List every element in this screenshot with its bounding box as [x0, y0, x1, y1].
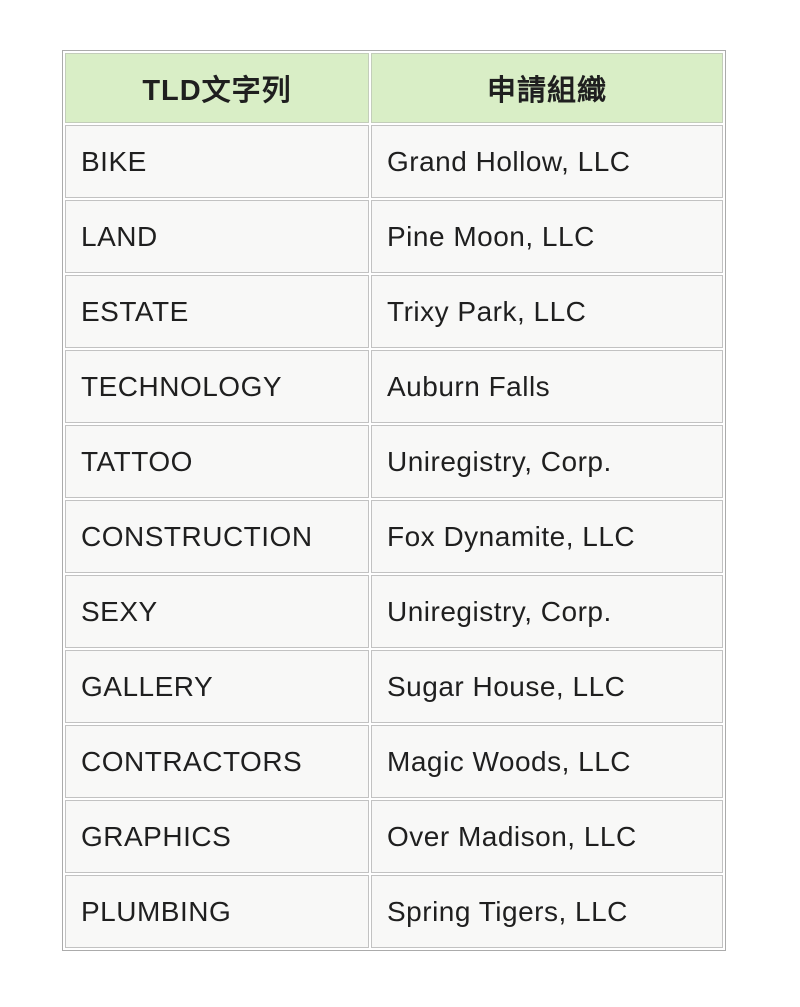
table-row: BIKE Grand Hollow, LLC [65, 125, 723, 198]
tld-cell: GRAPHICS [65, 800, 369, 873]
column-header-org: 申請組織 [371, 53, 723, 123]
header-row: TLD文字列 申請組織 [65, 53, 723, 123]
column-header-tld: TLD文字列 [65, 53, 369, 123]
tld-cell: CONSTRUCTION [65, 500, 369, 573]
table-row: TECHNOLOGY Auburn Falls [65, 350, 723, 423]
tld-cell: CONTRACTORS [65, 725, 369, 798]
table-row: SEXY Uniregistry, Corp. [65, 575, 723, 648]
org-cell: Grand Hollow, LLC [371, 125, 723, 198]
org-cell: Magic Woods, LLC [371, 725, 723, 798]
tld-cell: LAND [65, 200, 369, 273]
table-row: CONSTRUCTION Fox Dynamite, LLC [65, 500, 723, 573]
table-row: GALLERY Sugar House, LLC [65, 650, 723, 723]
tld-cell: ESTATE [65, 275, 369, 348]
org-cell: Trixy Park, LLC [371, 275, 723, 348]
table-row: LAND Pine Moon, LLC [65, 200, 723, 273]
org-cell: Over Madison, LLC [371, 800, 723, 873]
tld-cell: BIKE [65, 125, 369, 198]
tld-cell: TATTOO [65, 425, 369, 498]
tld-cell: TECHNOLOGY [65, 350, 369, 423]
table-row: GRAPHICS Over Madison, LLC [65, 800, 723, 873]
tld-applicants-table: TLD文字列 申請組織 BIKE Grand Hollow, LLC LAND … [62, 50, 726, 951]
org-cell: Uniregistry, Corp. [371, 425, 723, 498]
org-cell: Pine Moon, LLC [371, 200, 723, 273]
table-row: PLUMBING Spring Tigers, LLC [65, 875, 723, 948]
table-row: CONTRACTORS Magic Woods, LLC [65, 725, 723, 798]
table-row: ESTATE Trixy Park, LLC [65, 275, 723, 348]
org-cell: Sugar House, LLC [371, 650, 723, 723]
table-row: TATTOO Uniregistry, Corp. [65, 425, 723, 498]
org-cell: Spring Tigers, LLC [371, 875, 723, 948]
tld-cell: PLUMBING [65, 875, 369, 948]
org-cell: Auburn Falls [371, 350, 723, 423]
org-cell: Fox Dynamite, LLC [371, 500, 723, 573]
tld-cell: SEXY [65, 575, 369, 648]
tld-cell: GALLERY [65, 650, 369, 723]
org-cell: Uniregistry, Corp. [371, 575, 723, 648]
